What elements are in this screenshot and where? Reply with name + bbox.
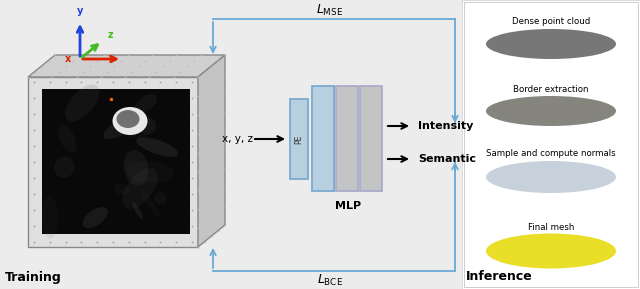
Ellipse shape [486, 96, 616, 126]
Text: Border extraction: Border extraction [513, 84, 589, 94]
Text: Dense point cloud: Dense point cloud [512, 16, 590, 25]
Ellipse shape [135, 94, 157, 112]
Text: x, y, z: x, y, z [221, 134, 253, 144]
Text: Sample and compute normals: Sample and compute normals [486, 149, 616, 158]
Ellipse shape [83, 207, 108, 228]
Bar [360, 86, 382, 191]
Ellipse shape [113, 184, 129, 195]
Bar [312, 86, 334, 191]
Text: z: z [107, 30, 113, 40]
Text: MLP: MLP [335, 201, 361, 211]
Ellipse shape [132, 203, 143, 219]
Text: Training: Training [5, 271, 61, 284]
Polygon shape [198, 55, 225, 247]
Ellipse shape [104, 115, 139, 139]
Ellipse shape [118, 116, 147, 128]
Ellipse shape [122, 168, 158, 209]
Ellipse shape [58, 124, 76, 153]
Bar [462, 0, 640, 289]
Bar [336, 86, 358, 191]
Ellipse shape [486, 29, 616, 59]
Ellipse shape [54, 156, 75, 178]
Ellipse shape [486, 161, 616, 193]
Ellipse shape [141, 190, 159, 217]
Text: y: y [77, 6, 83, 16]
Ellipse shape [136, 137, 178, 157]
Text: x: x [65, 54, 71, 64]
Bar [464, 2, 638, 287]
Text: Inference: Inference [466, 271, 532, 284]
Ellipse shape [113, 107, 147, 135]
Ellipse shape [124, 150, 148, 185]
Bar [42, 89, 190, 234]
Text: $L_{\mathrm{BCE}}$: $L_{\mathrm{BCE}}$ [317, 273, 343, 288]
Bar [0, 0, 462, 289]
Ellipse shape [116, 110, 140, 128]
Polygon shape [28, 55, 225, 77]
Text: Intensity: Intensity [418, 121, 474, 131]
Ellipse shape [140, 119, 156, 135]
Text: Semantic: Semantic [418, 154, 476, 164]
Ellipse shape [65, 84, 99, 122]
Text: $L_{\mathrm{MSE}}$: $L_{\mathrm{MSE}}$ [317, 2, 344, 18]
Ellipse shape [126, 117, 156, 138]
Ellipse shape [154, 192, 166, 205]
Ellipse shape [125, 161, 174, 183]
Ellipse shape [486, 234, 616, 268]
Text: PE: PE [294, 134, 303, 144]
Bar [290, 99, 308, 179]
Bar [28, 77, 198, 247]
Ellipse shape [42, 196, 58, 238]
Text: Final mesh: Final mesh [528, 223, 574, 231]
